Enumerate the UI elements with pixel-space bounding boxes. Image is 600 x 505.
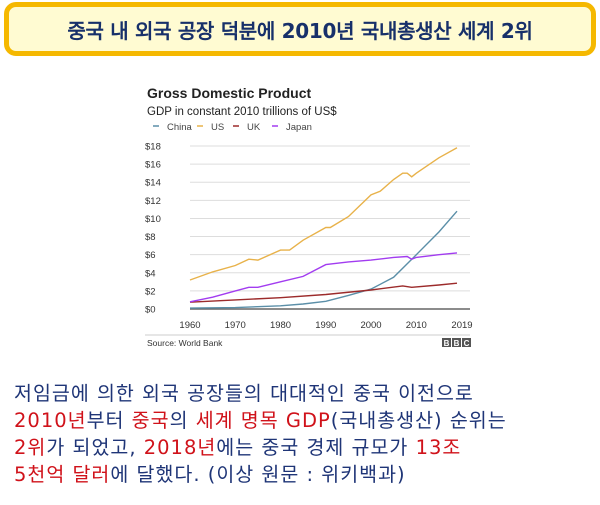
bbc-logo-letter: B	[444, 339, 450, 348]
y-tick-label: $6	[145, 250, 156, 261]
highlight-text: 13조	[415, 436, 462, 459]
body-text-segment: (국내총생산) 순위는	[330, 409, 507, 432]
bbc-logo-block	[442, 338, 451, 347]
body-text-segment: 의	[169, 409, 196, 432]
x-tick-label: 1960	[179, 320, 200, 331]
y-tick-label: $8	[145, 232, 156, 243]
y-tick-label: $4	[145, 268, 156, 279]
gdp-chart: Gross Domestic Product GDP in constant 20…	[145, 82, 477, 348]
x-tick-label: 2010	[406, 320, 427, 331]
chart-title: Gross Domestic Product	[147, 85, 311, 101]
title-banner: 중국 내 외국 공장 덕분에 2010년 국내총생산 세계 2위	[4, 2, 596, 56]
body-text-segment: 부터	[86, 409, 132, 432]
x-tick-label: 1990	[315, 320, 336, 331]
y-tick-label: $16	[145, 160, 161, 171]
chart-source: Source: World Bank	[147, 338, 223, 348]
y-tick-label: $0	[145, 305, 156, 316]
y-tick-label: $14	[145, 178, 161, 189]
body-line: 저임금에 의한 외국 공장들의 대대적인 중국 이전으로	[14, 380, 594, 407]
highlight-text: 세계 명목 GDP	[195, 409, 331, 432]
highlight-text: 중국	[131, 409, 170, 432]
bbc-logo-block	[452, 338, 461, 347]
legend-label: UK	[247, 122, 261, 133]
body-text-segment: 저임금에 의한 외국 공장들의 대대적인 중국 이전으로	[14, 382, 474, 405]
body-text-segment: 에는 중국 경제 규모가	[216, 436, 416, 459]
bbc-logo-letter: C	[464, 339, 470, 348]
y-tick-label: $18	[145, 142, 161, 153]
body-text-segment: 가 되었고,	[46, 436, 144, 459]
chart-svg: Gross Domestic Product GDP in constant 20…	[145, 85, 473, 348]
bbc-logo-letter: B	[454, 339, 460, 348]
body-line: 2010년부터 중국의 세계 명목 GDP(국내총생산) 순위는	[14, 407, 594, 434]
x-tick-label: 2000	[360, 320, 381, 331]
body-text-segment: 에 달했다. (이상 원문 : 위키백과)	[110, 463, 406, 486]
legend-label: Japan	[286, 122, 312, 133]
series-line-japan	[189, 252, 458, 303]
x-tick-label: 1970	[225, 320, 246, 331]
legend-label: China	[167, 122, 193, 133]
bbc-logo-block	[462, 338, 471, 347]
highlight-text: 5천억 달러	[14, 463, 111, 486]
body-line: 2위가 되었고, 2018년에는 중국 경제 규모가 13조	[14, 434, 594, 461]
series-line-china	[189, 210, 458, 309]
y-tick-label: $10	[145, 214, 161, 225]
highlight-text: 2위	[14, 436, 47, 459]
chart-subtitle: GDP in constant 2010 trillions of US$	[147, 106, 337, 118]
x-tick-label: 1980	[270, 320, 291, 331]
series-line-uk	[189, 282, 458, 303]
y-tick-label: $2	[145, 286, 156, 297]
highlight-text: 2010년	[14, 409, 87, 432]
x-tick-label: 2019	[451, 320, 472, 331]
body-line: 5천억 달러에 달했다. (이상 원문 : 위키백과)	[14, 461, 594, 488]
y-tick-label: $12	[145, 196, 161, 207]
banner-title: 중국 내 외국 공장 덕분에 2010년 국내총생산 세계 2위	[67, 18, 533, 43]
series-line-us	[189, 147, 458, 281]
body-paragraph: 저임금에 의한 외국 공장들의 대대적인 중국 이전으로 2010년부터 중국의 …	[14, 380, 594, 488]
highlight-text: 2018년	[143, 436, 217, 459]
legend-label: US	[211, 122, 224, 133]
